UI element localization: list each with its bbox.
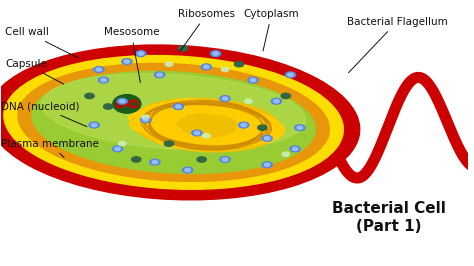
Circle shape [103, 104, 113, 109]
Circle shape [288, 73, 293, 76]
Circle shape [142, 115, 149, 119]
Circle shape [201, 64, 211, 70]
Circle shape [119, 100, 125, 103]
Circle shape [91, 123, 97, 127]
Circle shape [264, 137, 270, 140]
Circle shape [122, 59, 132, 64]
Circle shape [182, 167, 193, 173]
Circle shape [241, 123, 246, 127]
Ellipse shape [32, 71, 315, 173]
Circle shape [220, 96, 230, 102]
Circle shape [202, 134, 210, 138]
Ellipse shape [0, 45, 360, 200]
Circle shape [132, 157, 141, 162]
Circle shape [220, 157, 230, 162]
Circle shape [175, 105, 181, 108]
Text: Bacterial Cell
(Part 1): Bacterial Cell (Part 1) [332, 201, 446, 234]
Circle shape [258, 125, 267, 130]
Circle shape [152, 160, 158, 164]
Circle shape [221, 67, 229, 72]
Circle shape [94, 66, 104, 72]
Circle shape [138, 52, 144, 55]
Circle shape [262, 162, 272, 168]
Text: Ribosomes: Ribosomes [178, 9, 235, 51]
Circle shape [96, 68, 101, 71]
Circle shape [210, 51, 221, 57]
Ellipse shape [4, 56, 343, 189]
Circle shape [213, 52, 219, 55]
Text: Capsule: Capsule [5, 59, 64, 84]
Circle shape [222, 97, 228, 100]
Circle shape [115, 147, 120, 151]
Circle shape [164, 141, 173, 146]
Circle shape [140, 117, 151, 123]
Circle shape [203, 65, 209, 68]
Circle shape [124, 60, 130, 63]
Circle shape [262, 135, 272, 141]
Circle shape [290, 146, 301, 152]
Circle shape [281, 93, 291, 99]
Circle shape [194, 131, 200, 135]
Circle shape [292, 147, 298, 151]
Circle shape [273, 100, 279, 103]
Circle shape [136, 51, 146, 57]
Circle shape [117, 98, 128, 104]
Circle shape [295, 125, 305, 131]
Circle shape [157, 73, 163, 76]
Circle shape [143, 118, 148, 121]
Text: Cytoplasm: Cytoplasm [244, 9, 300, 51]
Circle shape [99, 77, 109, 83]
Circle shape [165, 62, 173, 66]
Circle shape [118, 142, 126, 146]
Circle shape [271, 98, 282, 104]
Text: Plasma membrane: Plasma membrane [0, 139, 99, 157]
Circle shape [197, 157, 206, 162]
Circle shape [248, 77, 258, 83]
Circle shape [100, 78, 106, 82]
Circle shape [264, 163, 270, 166]
Circle shape [234, 61, 244, 67]
Ellipse shape [113, 95, 141, 113]
Circle shape [285, 72, 296, 78]
Circle shape [297, 126, 302, 129]
Ellipse shape [132, 98, 281, 152]
Circle shape [192, 130, 202, 136]
Circle shape [89, 122, 100, 128]
Circle shape [282, 152, 290, 156]
Circle shape [185, 168, 191, 172]
Circle shape [222, 158, 228, 161]
Text: Bacterial Flagellum: Bacterial Flagellum [346, 17, 447, 73]
Circle shape [85, 93, 94, 99]
Circle shape [112, 146, 123, 152]
Circle shape [245, 99, 252, 103]
Circle shape [238, 122, 249, 128]
Circle shape [250, 78, 256, 82]
Circle shape [150, 159, 160, 165]
Text: Cell wall: Cell wall [5, 27, 78, 58]
Text: DNA (nucleoid): DNA (nucleoid) [0, 102, 87, 127]
Circle shape [178, 46, 188, 51]
Ellipse shape [41, 74, 306, 150]
Circle shape [155, 72, 165, 78]
Ellipse shape [18, 64, 329, 181]
Text: Mesosome: Mesosome [103, 27, 159, 83]
Circle shape [173, 104, 183, 109]
